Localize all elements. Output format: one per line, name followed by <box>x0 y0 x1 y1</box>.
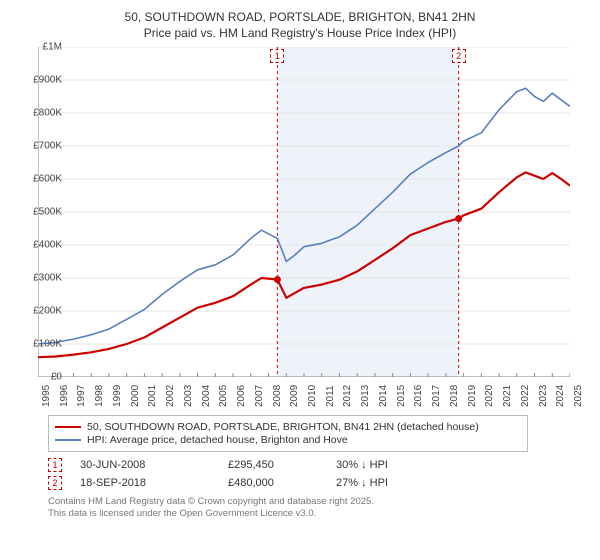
tx-date: 30-JUN-2008 <box>80 459 210 471</box>
sale-marker-1: 1 <box>48 458 62 472</box>
chart-title: 50, SOUTHDOWN ROAD, PORTSLADE, BRIGHTON,… <box>10 10 590 41</box>
footnote-line-1: Contains HM Land Registry data © Crown c… <box>48 496 374 507</box>
legend-label-1: HPI: Average price, detached house, Brig… <box>87 434 348 446</box>
y-tick-label: £300K <box>33 273 62 284</box>
y-tick-label: £500K <box>33 207 62 218</box>
legend-item: 50, SOUTHDOWN ROAD, PORTSLADE, BRIGHTON,… <box>55 421 521 433</box>
tx-delta: 30% ↓ HPI <box>336 459 436 471</box>
x-tick-label: 2020 <box>484 385 495 407</box>
footnote: Contains HM Land Registry data © Crown c… <box>48 496 568 520</box>
x-tick-label: 2008 <box>272 385 283 407</box>
x-tick-label: 1996 <box>59 385 70 407</box>
x-tick-label: 2013 <box>360 385 371 407</box>
x-tick-label: 2002 <box>165 385 176 407</box>
x-tick-label: 2007 <box>254 385 265 407</box>
x-tick-label: 2024 <box>555 385 566 407</box>
x-tick-label: 2006 <box>236 385 247 407</box>
chart-svg <box>38 47 570 377</box>
x-tick-label: 2025 <box>573 385 584 407</box>
x-tick-label: 2011 <box>325 386 336 408</box>
tx-price: £295,450 <box>228 459 318 471</box>
x-tick-label: 2004 <box>201 385 212 407</box>
x-tick-label: 2022 <box>520 385 531 407</box>
y-tick-label: £400K <box>33 240 62 251</box>
x-tick-label: 2001 <box>147 385 158 407</box>
y-tick-label: £900K <box>33 75 62 86</box>
x-tick-label: 2000 <box>130 385 141 407</box>
transactions-table: 1 30-JUN-2008 £295,450 30% ↓ HPI 2 18-SE… <box>48 458 590 490</box>
x-tick-label: 2017 <box>431 385 442 407</box>
x-tick-label: 2005 <box>218 385 229 407</box>
chart: 12£0£100K£200K£300K£400K£500K£600K£700K£… <box>38 47 598 407</box>
y-tick-label: £700K <box>33 141 62 152</box>
x-tick-label: 2009 <box>289 385 300 407</box>
x-tick-label: 2014 <box>378 385 389 407</box>
x-tick-label: 2012 <box>342 385 353 407</box>
chart-sale-marker: 2 <box>452 49 466 63</box>
legend-swatch-0 <box>55 426 81 428</box>
y-tick-label: £200K <box>33 306 62 317</box>
x-tick-label: 2018 <box>449 385 460 407</box>
x-tick-label: 1999 <box>112 385 123 407</box>
x-tick-label: 2023 <box>538 385 549 407</box>
table-row: 2 18-SEP-2018 £480,000 27% ↓ HPI <box>48 476 590 490</box>
y-tick-label: £100K <box>33 339 62 350</box>
title-line-2: Price paid vs. HM Land Registry's House … <box>144 26 456 40</box>
title-line-1: 50, SOUTHDOWN ROAD, PORTSLADE, BRIGHTON,… <box>125 10 476 24</box>
sale-marker-2: 2 <box>48 476 62 490</box>
y-tick-label: £1M <box>43 42 62 53</box>
tx-price: £480,000 <box>228 477 318 489</box>
tx-delta: 27% ↓ HPI <box>336 477 436 489</box>
y-tick-label: £800K <box>33 108 62 119</box>
x-tick-label: 1997 <box>76 385 87 407</box>
x-tick-label: 2015 <box>396 385 407 407</box>
legend: 50, SOUTHDOWN ROAD, PORTSLADE, BRIGHTON,… <box>48 415 528 452</box>
legend-item: HPI: Average price, detached house, Brig… <box>55 434 521 446</box>
x-tick-label: 1998 <box>94 385 105 407</box>
x-tick-label: 1995 <box>41 385 52 407</box>
y-tick-label: £600K <box>33 174 62 185</box>
chart-sale-marker: 1 <box>270 49 284 63</box>
footnote-line-2: This data is licensed under the Open Gov… <box>48 508 316 519</box>
table-row: 1 30-JUN-2008 £295,450 30% ↓ HPI <box>48 458 590 472</box>
tx-date: 18-SEP-2018 <box>80 477 210 489</box>
x-tick-label: 2019 <box>467 385 478 407</box>
x-tick-label: 2016 <box>413 385 424 407</box>
legend-swatch-1 <box>55 439 81 441</box>
x-tick-label: 2021 <box>502 385 513 407</box>
legend-label-0: 50, SOUTHDOWN ROAD, PORTSLADE, BRIGHTON,… <box>87 421 479 433</box>
y-tick-label: £0 <box>51 372 62 383</box>
x-tick-label: 2003 <box>183 385 194 407</box>
x-tick-label: 2010 <box>307 385 318 407</box>
